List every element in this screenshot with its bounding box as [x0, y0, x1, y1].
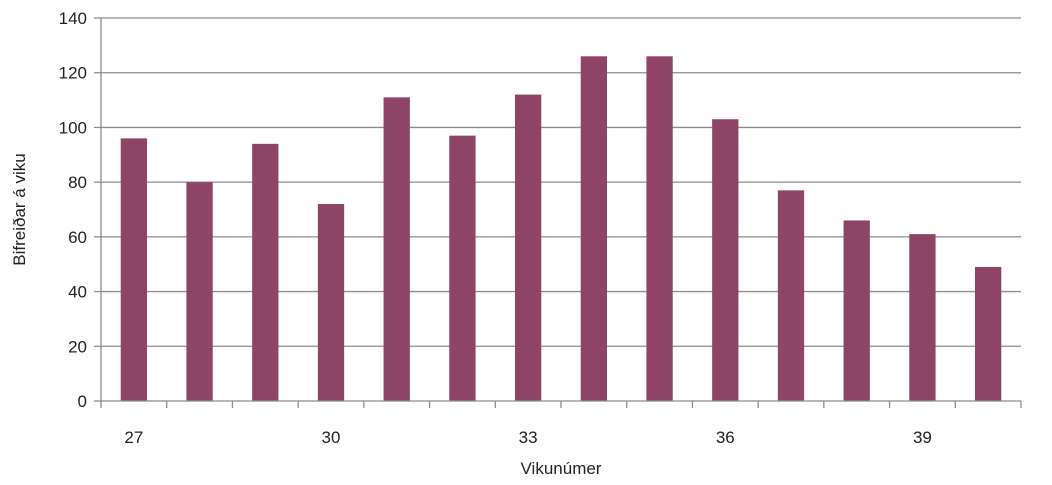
tick-labels: 0 20 40 60 80 100 120 140 27 30 33 36 39 [59, 9, 932, 447]
bar-week-32 [449, 135, 476, 401]
x-tick-label: 27 [124, 428, 143, 447]
bar-week-33 [515, 94, 542, 401]
y-tick-label: 40 [68, 283, 87, 302]
bars [120, 56, 1002, 402]
bar-week-37 [777, 190, 805, 401]
bar-week-39 [909, 234, 936, 401]
bar-week-36 [712, 119, 739, 401]
bar-week-40 [975, 266, 1002, 401]
y-tick-label: 120 [59, 64, 87, 83]
y-tick-label: 20 [68, 337, 87, 356]
bar-week-31 [383, 97, 410, 401]
axes [94, 17, 1022, 408]
x-tick-label: 30 [322, 428, 341, 447]
bar-week-34 [580, 56, 607, 402]
bar-week-29 [252, 143, 279, 402]
x-axis-title: Vikunúmer [521, 459, 602, 478]
y-tick-label: 100 [59, 118, 87, 137]
gridlines [101, 17, 1021, 347]
bar-week-27 [120, 138, 147, 401]
y-tick-label: 0 [78, 392, 87, 411]
bar-week-35 [646, 56, 673, 402]
bar-week-30 [317, 204, 345, 401]
x-tick-label: 36 [716, 428, 735, 447]
y-tick-label: 140 [59, 9, 87, 28]
bar-week-38 [843, 220, 870, 401]
y-tick-label: 80 [68, 173, 87, 192]
x-tick-label: 33 [519, 428, 538, 447]
y-tick-label: 60 [68, 228, 87, 247]
bar-week-28 [186, 182, 213, 401]
x-tick-label: 39 [913, 428, 932, 447]
y-axis-title: Bifreiðar á viku [10, 153, 29, 265]
